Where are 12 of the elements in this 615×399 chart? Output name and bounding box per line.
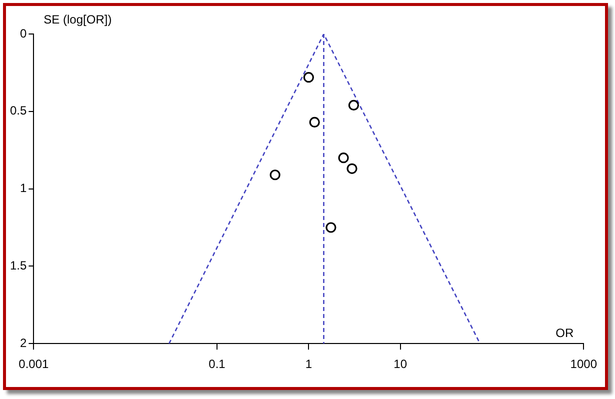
y-tick-label: 1.5	[10, 258, 27, 273]
x-tick-label: 1000	[570, 357, 598, 372]
x-tick-label: 0.001	[18, 357, 50, 372]
x-tick-label: 0.1	[208, 357, 226, 372]
y-tick-label: 1	[20, 181, 27, 196]
y-tick-label: 0	[20, 26, 27, 40]
y-axis-title: SE (log[OR])	[44, 12, 112, 26]
y-tick-label: 0.5	[10, 104, 27, 118]
y-tick-label: 2	[20, 336, 27, 350]
x-axis-title: OR	[556, 326, 574, 340]
x-tick-label: 1	[305, 357, 312, 372]
x-tick-label: 10	[394, 357, 408, 372]
